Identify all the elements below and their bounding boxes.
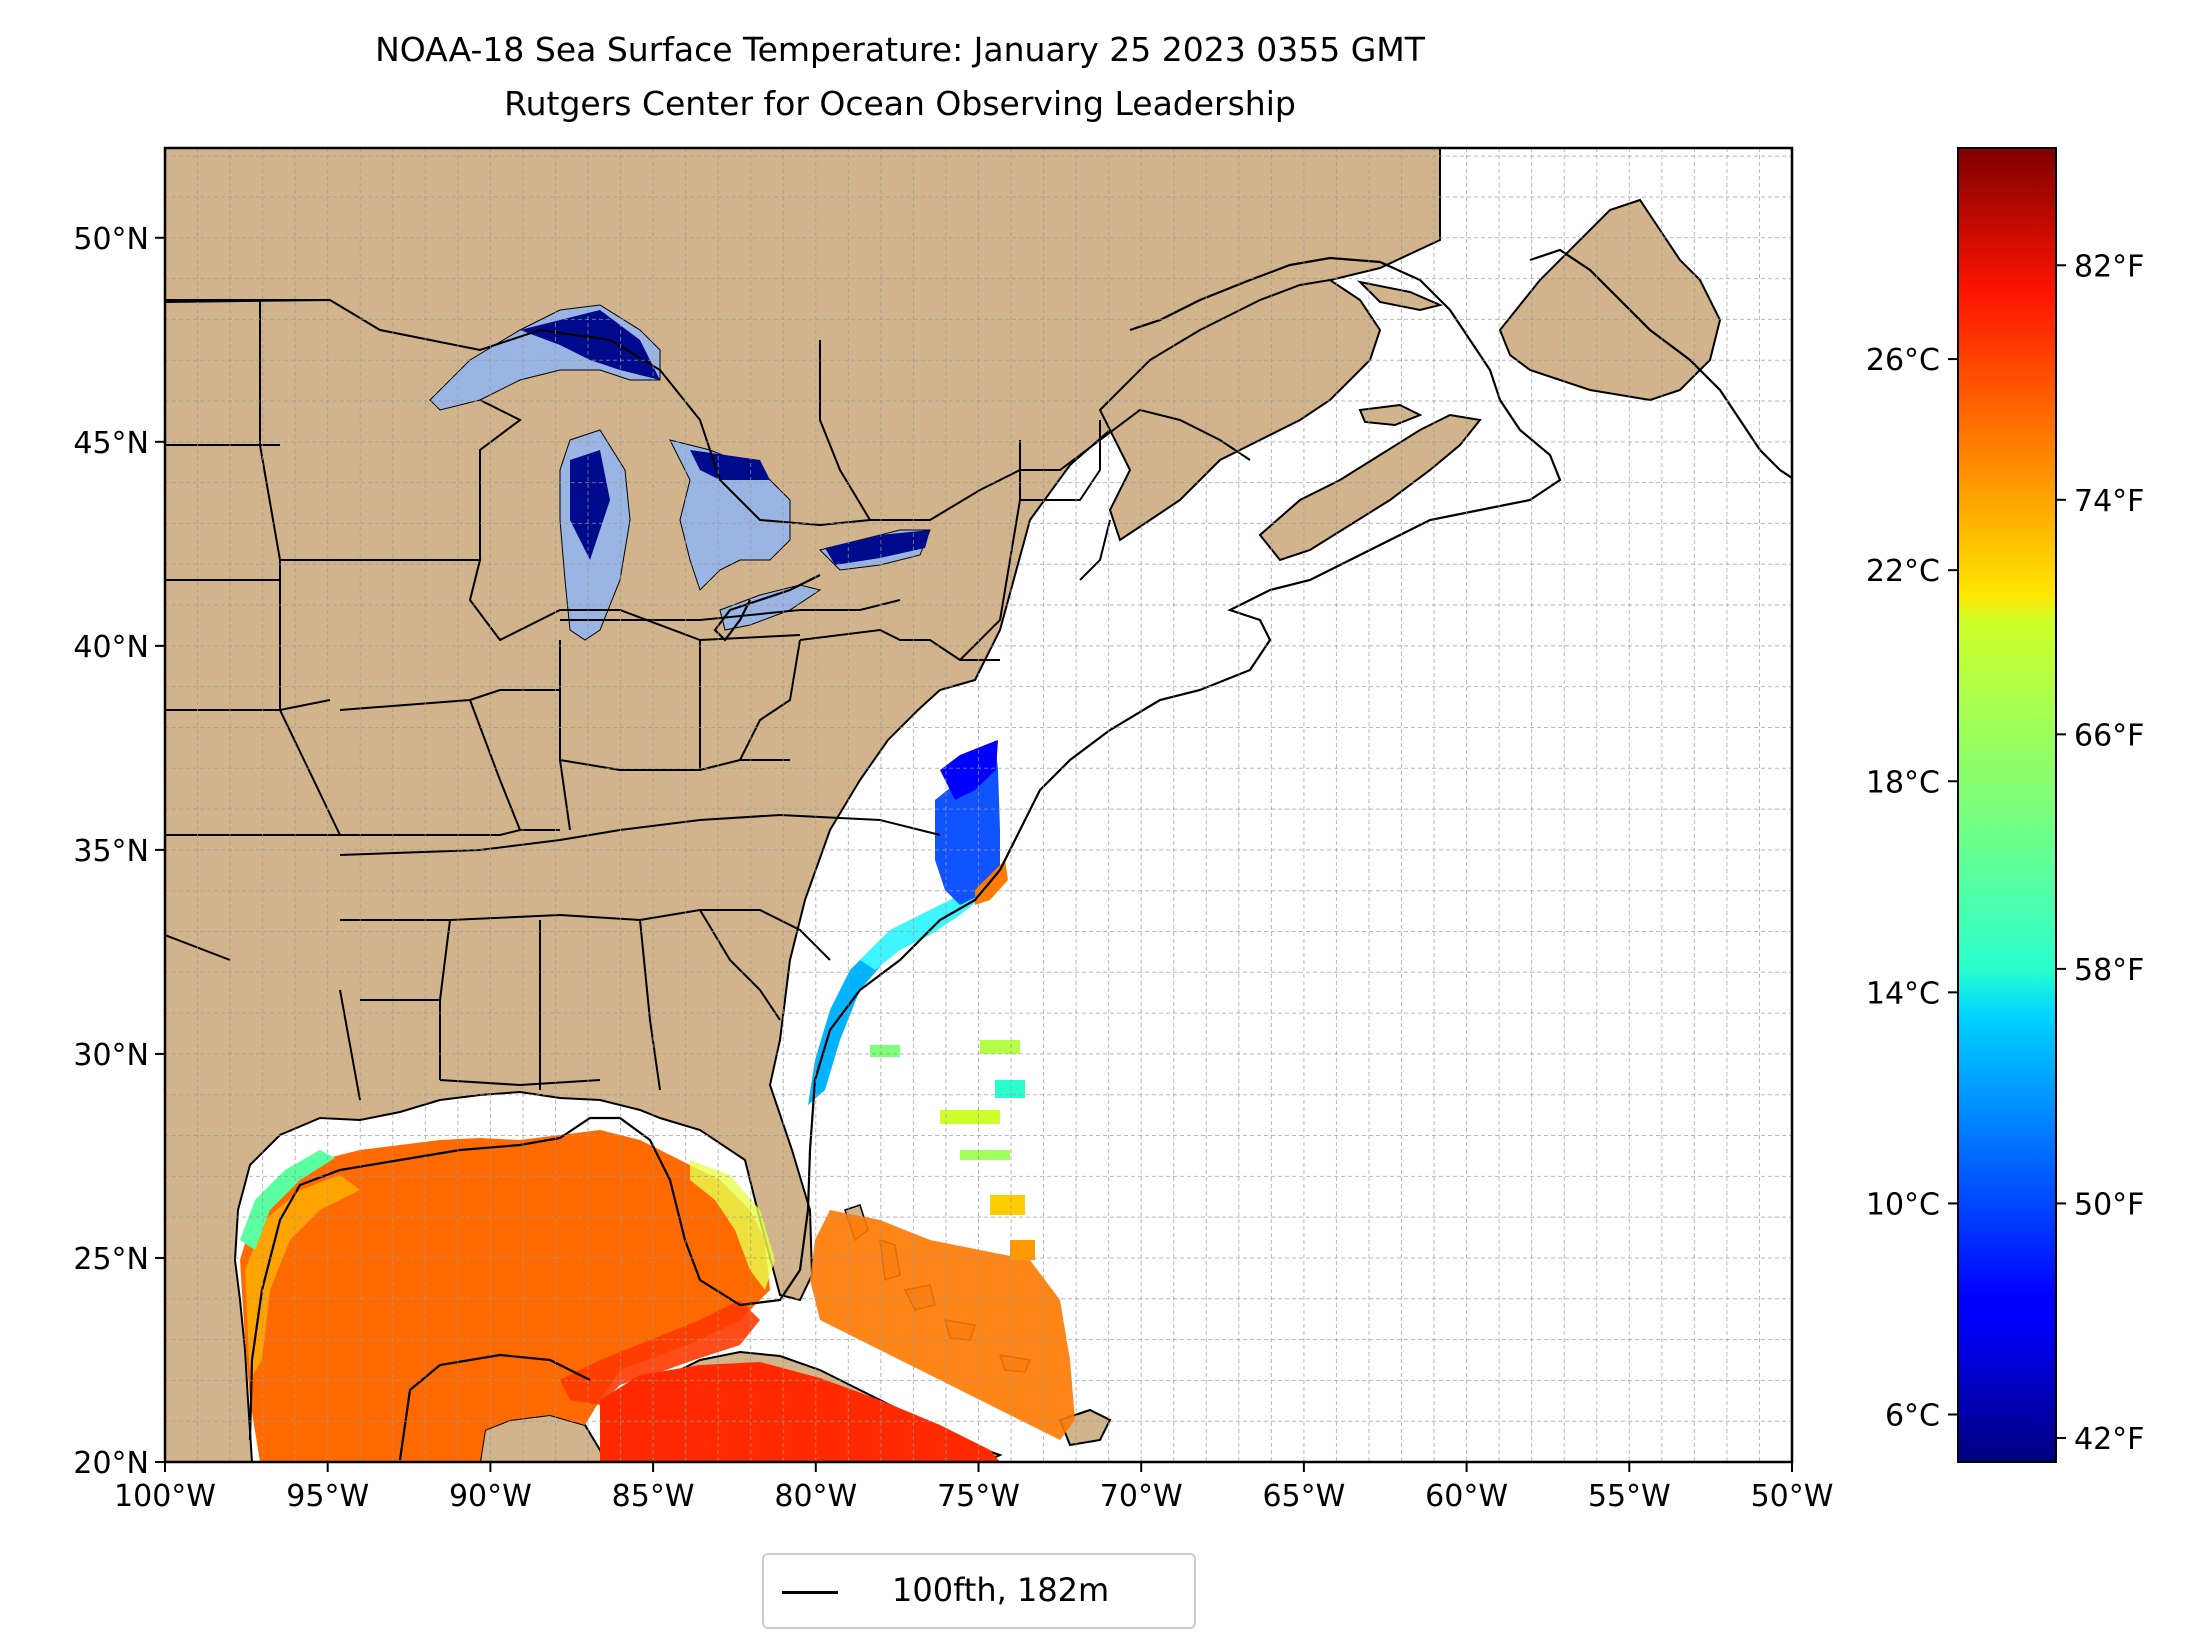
- sst-caribbean: [600, 1362, 1000, 1462]
- x-tick-label: 80°W: [774, 1479, 857, 1514]
- x-tick-label: 85°W: [612, 1479, 695, 1514]
- fahrenheit-tick-label: 74°F: [2074, 484, 2144, 519]
- land-pei: [1358, 403, 1423, 427]
- legend-label: 100fth, 182m: [892, 1571, 1110, 1609]
- y-tick-label: 30°N: [73, 1038, 149, 1073]
- y-tick-label: 25°N: [73, 1242, 149, 1277]
- y-tick-label: 50°N: [73, 222, 149, 257]
- land-maritimes: [1098, 278, 1382, 542]
- y-tick-label: 45°N: [73, 426, 149, 461]
- sst-carolina-shelf: [860, 885, 985, 970]
- sst-gulf-loop-current: [560, 1300, 760, 1405]
- great-lakes-cold-patches: [520, 310, 930, 565]
- fahrenheit-tick-label: 82°F: [2074, 249, 2144, 284]
- x-tick-label: 70°W: [1100, 1479, 1183, 1514]
- celsius-tick-label: 18°C: [1866, 765, 1940, 800]
- isobath-100fth: [248, 248, 1792, 1461]
- sst-texas-coast: [240, 1150, 335, 1250]
- x-tick-label: 95°W: [286, 1479, 369, 1514]
- sst-chesapeake-cold: [940, 740, 998, 800]
- y-tick-label: 35°N: [73, 834, 149, 869]
- sst-bahamas: [810, 1210, 1075, 1440]
- x-tick-label: 75°W: [937, 1479, 1020, 1514]
- x-tick-label: 90°W: [449, 1479, 532, 1514]
- legend-line-sample: [782, 1591, 838, 1594]
- x-tick-label: 55°W: [1588, 1479, 1671, 1514]
- gridlines: [165, 148, 1792, 1462]
- land-newfoundland: [1498, 198, 1722, 402]
- fahrenheit-tick-label: 50°F: [2074, 1187, 2144, 1222]
- colorbar-celsius-axis: 6°C 10°C 14°C 18°C 22°C 26°C: [1866, 343, 1958, 1434]
- map-title: NOAA-18 Sea Surface Temperature: January…: [375, 30, 1425, 69]
- celsius-tick-label: 14°C: [1866, 976, 1940, 1011]
- x-tick-label: 60°W: [1425, 1479, 1508, 1514]
- sst-gulf-shelf-cool: [245, 1175, 360, 1380]
- celsius-tick-label: 10°C: [1866, 1187, 1940, 1222]
- fahrenheit-tick-label: 58°F: [2074, 953, 2144, 988]
- fahrenheit-tick-label: 42°F: [2074, 1422, 2144, 1457]
- celsius-tick-label: 22°C: [1866, 554, 1940, 589]
- fahrenheit-tick-label: 66°F: [2074, 718, 2144, 753]
- celsius-tick-label: 6°C: [1885, 1399, 1940, 1434]
- sst-gulf-of-mexico: [240, 1130, 770, 1462]
- x-tick-label: 50°W: [1751, 1479, 1834, 1514]
- y-axis: 20°N 25°N 30°N 35°N 40°N 45°N 50°N: [73, 222, 165, 1481]
- y-tick-label: 20°N: [73, 1446, 149, 1481]
- us-canada-border: [165, 298, 1251, 527]
- map-subtitle: Rutgers Center for Ocean Observing Leade…: [504, 84, 1296, 123]
- colorbar: [1957, 147, 2057, 1463]
- x-axis: 100°W 95°W 90°W 85°W 80°W 75°W 70°W 65°W 60°W 55°…: [114, 1462, 1833, 1514]
- x-tick-label: 100°W: [114, 1479, 216, 1514]
- legend: 100fth, 182m: [762, 1553, 1196, 1629]
- celsius-tick-label: 26°C: [1866, 343, 1940, 378]
- land-north-america: [165, 148, 1441, 1462]
- x-tick-label: 65°W: [1262, 1479, 1345, 1514]
- y-tick-label: 40°N: [73, 630, 149, 665]
- colorbar-fahrenheit-axis: 42°F 50°F 58°F 66°F 74°F 82°F: [2056, 249, 2144, 1457]
- sst-scattered-patches: [870, 1040, 1035, 1260]
